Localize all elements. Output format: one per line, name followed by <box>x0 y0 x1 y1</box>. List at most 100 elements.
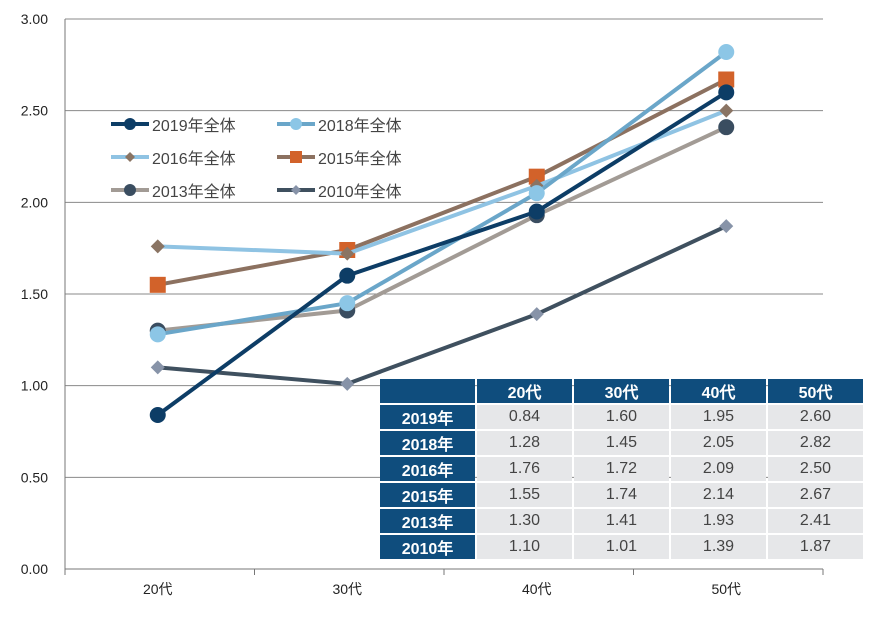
table-cell: 1.95 <box>671 405 766 429</box>
data-point <box>718 84 735 101</box>
data-point <box>340 246 355 261</box>
table-cell: 1.93 <box>671 509 766 533</box>
legend-marker-icon <box>111 152 149 162</box>
table-cell: 2.05 <box>671 431 766 455</box>
table-cell: 2.41 <box>768 509 863 533</box>
table-cell: 2.82 <box>768 431 863 455</box>
legend-item: 2019年全体 <box>110 112 236 136</box>
y-tick-label: 1.50 <box>21 286 48 302</box>
legend-item: 2018年全体 <box>276 112 402 136</box>
table-cell: 2.60 <box>768 405 863 429</box>
table-header: 20代 <box>477 379 572 403</box>
data-point <box>150 239 165 254</box>
data-point <box>528 203 545 220</box>
data-point <box>718 119 735 136</box>
table-row-label: 2010年 <box>380 535 475 559</box>
legend-item: 2013年全体 <box>110 178 236 202</box>
data-point <box>150 360 165 375</box>
table-cell: 0.84 <box>477 405 572 429</box>
legend-marker <box>291 185 301 195</box>
y-tick-label: 1.00 <box>21 378 48 394</box>
table-cell: 1.87 <box>768 535 863 559</box>
table-row: 2015年 1.55 1.74 2.14 2.67 <box>380 483 863 507</box>
legend-label: 2010年全体 <box>318 184 402 201</box>
series-line <box>157 224 728 386</box>
data-point <box>339 267 356 284</box>
data-point <box>718 44 735 60</box>
table-header: 30代 <box>574 379 669 403</box>
table-cell: 1.74 <box>574 483 669 507</box>
table-row-label: 2016年 <box>380 457 475 481</box>
legend-marker-icon <box>277 151 315 163</box>
legend-marker <box>124 118 136 130</box>
table-cell: 2.14 <box>671 483 766 507</box>
legend-item: 2016年全体 <box>110 145 236 169</box>
table-cell: 1.55 <box>477 483 572 507</box>
legend-marker <box>124 184 136 196</box>
table-cell: 1.28 <box>477 431 572 455</box>
series-line <box>157 125 728 333</box>
series-2 <box>150 103 734 261</box>
legend-label: 2015年全体 <box>318 151 402 168</box>
data-point <box>719 103 734 118</box>
data-point <box>340 376 355 391</box>
table-header: 40代 <box>671 379 766 403</box>
legend-marker-icon <box>277 185 315 195</box>
data-point <box>149 276 166 293</box>
series-line <box>157 50 728 337</box>
table-header: 50代 <box>768 379 863 403</box>
data-point <box>149 407 166 423</box>
x-tick-label: 30代 <box>332 581 362 597</box>
table-row: 2018年 1.28 1.45 2.05 2.82 <box>380 431 863 455</box>
table-row: 2016年 1.76 1.72 2.09 2.50 <box>380 457 863 481</box>
legend-marker-icon <box>277 118 315 130</box>
legend-label: 2016年全体 <box>152 151 236 168</box>
table-row: 2013年 1.30 1.41 1.93 2.41 <box>380 509 863 533</box>
series-5 <box>150 219 734 391</box>
x-tick-label: 20代 <box>143 581 173 597</box>
legend-marker-icon <box>111 184 149 196</box>
data-point <box>339 295 356 312</box>
table-cell: 1.10 <box>477 535 572 559</box>
data-table: 20代 30代 40代 50代 2019年 0.84 1.60 1.95 2.60 201… <box>378 377 865 561</box>
table-corner <box>380 379 475 403</box>
series-3 <box>149 71 735 293</box>
series-line <box>156 90 728 417</box>
table-cell: 1.41 <box>574 509 669 533</box>
table-row-label: 2013年 <box>380 509 475 533</box>
legend-item: 2015年全体 <box>276 145 402 169</box>
x-tick-label: 50代 <box>711 581 741 597</box>
data-point <box>528 168 545 185</box>
table-row: 2010年 1.10 1.01 1.39 1.87 <box>380 535 863 559</box>
series-1 <box>149 44 735 343</box>
table-cell: 2.67 <box>768 483 863 507</box>
x-tick-label: 40代 <box>522 581 552 597</box>
data-point <box>149 326 166 343</box>
data-point <box>719 219 734 234</box>
table-cell: 1.45 <box>574 431 669 455</box>
y-tick-label: 2.50 <box>21 103 48 119</box>
series-line <box>157 77 728 287</box>
legend-marker <box>290 151 302 163</box>
data-point <box>529 307 544 322</box>
legend-label: 2019年全体 <box>152 118 236 135</box>
legend-marker <box>125 152 135 162</box>
y-tick-label: 3.00 <box>21 11 48 27</box>
table-header-row: 20代 30代 40代 50代 <box>380 379 863 403</box>
series-4 <box>149 119 735 339</box>
series-line <box>157 108 727 256</box>
table-row-label: 2015年 <box>380 483 475 507</box>
y-tick-label: 0.50 <box>21 469 48 485</box>
series-0 <box>149 84 735 423</box>
table-cell: 1.76 <box>477 457 572 481</box>
y-tick-label: 0.00 <box>21 561 48 577</box>
y-tick-label: 2.00 <box>21 194 48 210</box>
table-cell: 1.39 <box>671 535 766 559</box>
data-point <box>718 71 735 88</box>
table-cell: 1.60 <box>574 405 669 429</box>
table-cell: 2.09 <box>671 457 766 481</box>
table-cell: 2.50 <box>768 457 863 481</box>
legend-item: 2010年全体 <box>276 178 402 202</box>
table-row: 2019年 0.84 1.60 1.95 2.60 <box>380 405 863 429</box>
legend-marker <box>290 118 302 130</box>
